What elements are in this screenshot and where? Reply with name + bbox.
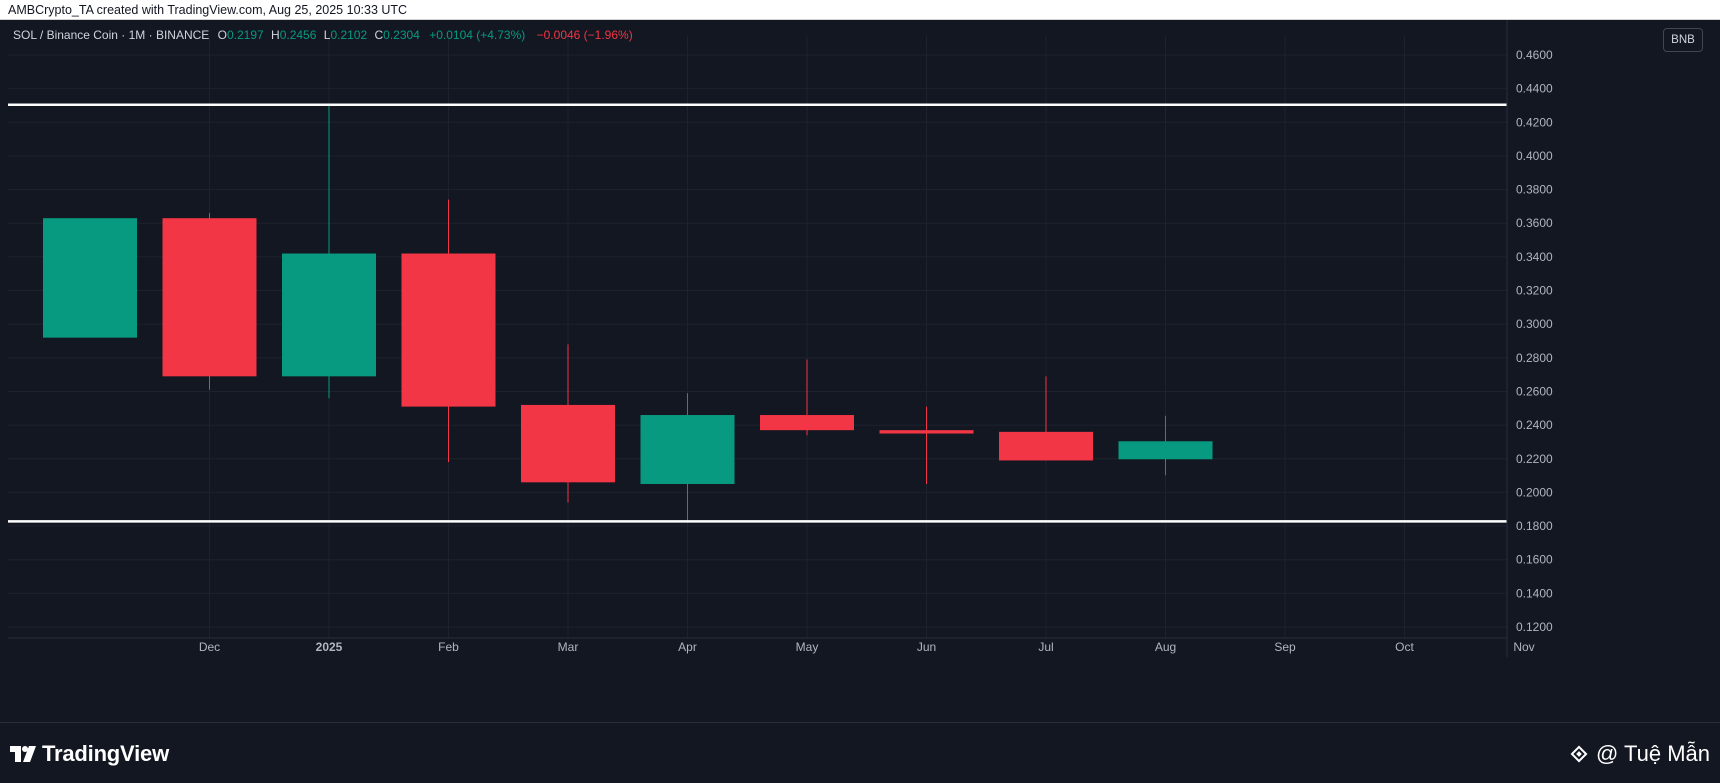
x-tick-label: Sep	[1274, 640, 1296, 654]
y-tick-label: 0.1200	[1516, 620, 1553, 634]
legend-change-secondary: −0.0046 (−1.96%)	[537, 28, 633, 42]
y-tick-label: 0.3400	[1516, 250, 1553, 264]
legend-symbol: SOL / Binance Coin · 1M · BINANCE	[13, 28, 209, 42]
y-tick-label: 0.2000	[1516, 485, 1553, 499]
y-tick-label: 0.4000	[1516, 149, 1553, 163]
candle-body	[43, 218, 137, 338]
y-tick-label: 0.3000	[1516, 317, 1553, 331]
y-tick-label: 0.3600	[1516, 216, 1553, 230]
x-tick-label: Oct	[1395, 640, 1414, 654]
x-tick-label: Nov	[1513, 640, 1534, 654]
binance-diamond-icon	[1570, 745, 1588, 763]
candles	[43, 105, 1213, 523]
candle-body	[401, 253, 496, 407]
footer: TradingView @ Tuệ Mẫn	[0, 722, 1720, 783]
price-chart[interactable]: 0.43040.18280.2304 0.46000.44000.42000.4…	[0, 20, 1720, 722]
legend-high-value: 0.2456	[280, 28, 317, 42]
x-tick-label: Dec	[199, 640, 220, 654]
currency-badge[interactable]: BNB	[1663, 28, 1703, 52]
x-tick-label: Aug	[1155, 640, 1176, 654]
legend-low-label: L	[324, 28, 331, 42]
y-tick-label: 0.3200	[1516, 284, 1553, 298]
x-tick-label: Jul	[1038, 640, 1053, 654]
legend-change: +0.0104 (+4.73%)	[429, 28, 525, 42]
y-tick-label: 0.1800	[1516, 519, 1553, 533]
svg-text:SOL / Binance Coin · 1M · BINA: SOL / Binance Coin · 1M · BINANCE O0.219…	[13, 28, 633, 42]
chart-header-credit: AMBCrypto_TA created with TradingView.co…	[0, 0, 1720, 20]
candle-body	[999, 431, 1093, 461]
y-tick-label: 0.2400	[1516, 418, 1553, 432]
legend-close-value: 0.2304	[383, 28, 420, 42]
legend: SOL / Binance Coin · 1M · BINANCE O0.219…	[13, 28, 633, 42]
tradingview-brand: TradingView	[42, 741, 169, 766]
y-tick-label: 0.4200	[1516, 115, 1553, 129]
legend-high-label: H	[271, 28, 280, 42]
grid	[8, 36, 1525, 638]
y-tick-label: 0.1600	[1516, 553, 1553, 567]
candle-body	[640, 415, 735, 484]
x-tick-label: Feb	[438, 640, 459, 654]
price-axis-bg	[1507, 20, 1720, 657]
legend-open-value: 0.2197	[227, 28, 264, 42]
candle-body	[879, 430, 974, 434]
x-tick-label: 2025	[316, 640, 343, 654]
y-tick-label: 0.3800	[1516, 183, 1553, 197]
tradingview-icon	[10, 746, 36, 762]
author-name: @ Tuệ Mẫn	[1595, 741, 1710, 766]
candle-body	[1118, 441, 1213, 460]
y-tick-label: 0.2200	[1516, 452, 1553, 466]
y-tick-label: 0.2800	[1516, 351, 1553, 365]
tradingview-logo: TradingView	[10, 741, 169, 767]
candle-body	[521, 404, 615, 483]
y-tick-label: 0.4600	[1516, 48, 1553, 62]
axes: 0.4600 0.4400 0.4200 0.4000 0.3800 0.3600 0.34…	[8, 20, 1720, 657]
legend-open-label: O	[218, 28, 227, 42]
author-credit: @ Tuệ Mẫn	[1568, 741, 1710, 767]
x-tick-label: Apr	[678, 640, 697, 654]
candle-body	[760, 415, 854, 431]
y-tick-label: 0.1400	[1516, 586, 1553, 600]
legend-close-label: C	[374, 28, 383, 42]
y-tick-label: 0.4400	[1516, 82, 1553, 96]
x-tick-label: Mar	[558, 640, 579, 654]
legend-low-value: 0.2102	[330, 28, 367, 42]
x-tick-label: May	[796, 640, 819, 654]
y-tick-label: 0.2600	[1516, 384, 1553, 398]
candle-body	[162, 218, 257, 377]
candle-body	[282, 253, 376, 377]
x-tick-label: Jun	[917, 640, 936, 654]
